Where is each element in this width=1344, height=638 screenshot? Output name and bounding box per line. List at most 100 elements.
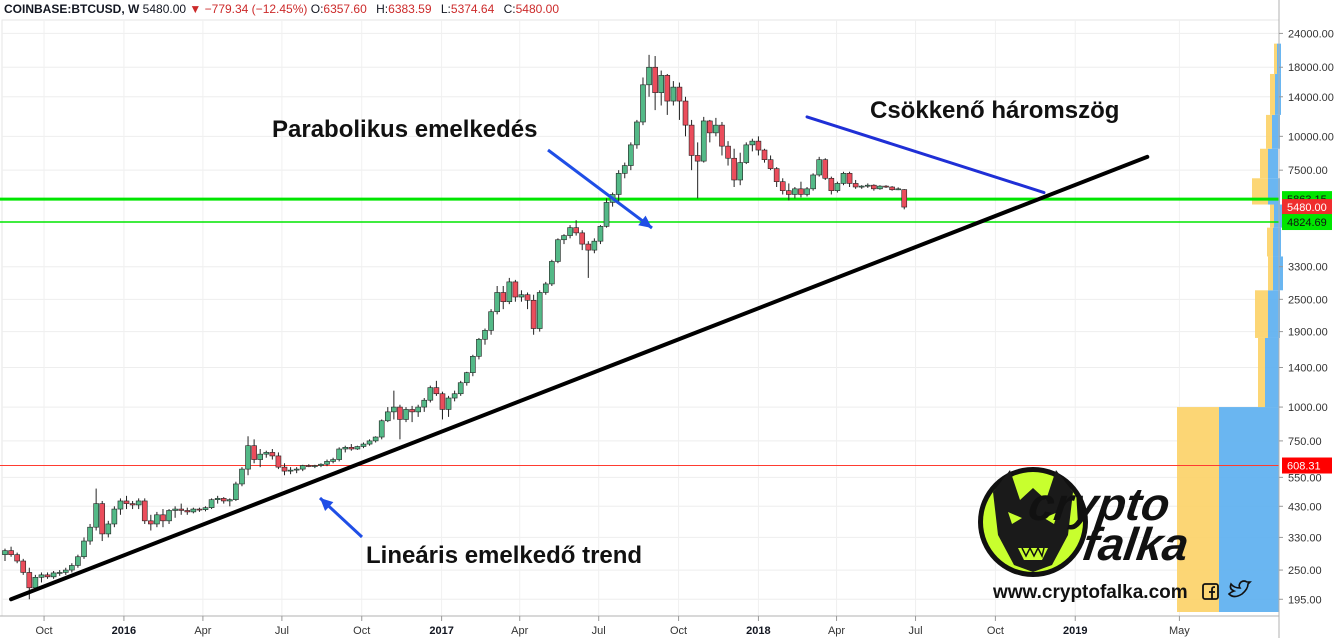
- candle-body: [305, 465, 312, 467]
- candle: [877, 185, 883, 190]
- logo-word-crypto: crypto: [1026, 478, 1174, 530]
- volume-profile-bar-down: [1273, 256, 1283, 291]
- volume-profile-bar-down: [1219, 407, 1279, 612]
- candle-body: [318, 463, 324, 466]
- time-axis[interactable]: Oct 2016 Apr Jul Oct 2017 Apr Jul Oct 2018 Apr Jul O…: [0, 615, 1279, 637]
- candle: [69, 563, 75, 573]
- annotation-triangle: Csökkenő háromszög: [870, 97, 1119, 124]
- price-tag: 5480.00: [1282, 199, 1332, 216]
- candle-body: [154, 514, 160, 525]
- candle-body: [117, 500, 124, 510]
- candle-body: [184, 510, 191, 513]
- candle: [828, 176, 835, 195]
- candle: [579, 230, 586, 251]
- candle-body: [561, 235, 567, 241]
- candle: [767, 155, 774, 171]
- price-axis[interactable]: 24000.00 18000.00 14000.00 10000.00 7500.00 3…: [1278, 0, 1334, 638]
- y-tick-label: 1000.00: [1288, 402, 1328, 414]
- candle-body: [196, 508, 203, 511]
- candle-body: [615, 173, 622, 195]
- low-value: 5374.64: [450, 2, 495, 16]
- candle: [324, 459, 330, 467]
- low-label: L:: [440, 2, 451, 16]
- candle: [44, 572, 51, 579]
- candle: [470, 354, 476, 377]
- candle: [20, 558, 27, 575]
- grid-lines: [1, 19, 1280, 617]
- candle: [810, 173, 816, 191]
- candle-body: [257, 453, 263, 460]
- candle: [391, 390, 397, 420]
- twitter-icon[interactable]: [1227, 580, 1252, 598]
- candle-body: [299, 465, 306, 470]
- candle-body: [348, 447, 355, 450]
- candle: [451, 390, 458, 402]
- candle-body: [524, 294, 531, 301]
- candle: [482, 328, 488, 345]
- candle: [530, 294, 537, 335]
- candle: [737, 152, 743, 186]
- candle: [184, 507, 191, 515]
- candle: [305, 464, 312, 468]
- volume-profile-bar-up: [1268, 256, 1273, 291]
- candle-body: [141, 500, 148, 522]
- y-tick-label: 10000.00: [1288, 131, 1334, 143]
- candle-body: [409, 409, 415, 413]
- candle: [318, 463, 324, 468]
- candle-body: [330, 459, 336, 462]
- candle-body: [178, 508, 185, 511]
- candle: [852, 179, 859, 189]
- annotation-parabolic: Parabolikus emelkedés: [272, 116, 537, 143]
- candle-body: [640, 84, 646, 123]
- x-tick-label: Oct: [35, 625, 52, 637]
- candle-body: [324, 461, 330, 465]
- candle-body: [269, 452, 276, 457]
- candle-body: [214, 498, 221, 500]
- candle-body: [816, 159, 822, 176]
- high-label: H:: [376, 2, 389, 16]
- y-tick-label: 430.00: [1288, 501, 1322, 513]
- candle: [372, 436, 379, 443]
- candle: [50, 571, 57, 579]
- candle: [603, 198, 610, 228]
- candle: [287, 467, 294, 475]
- open-label: O:: [310, 2, 324, 16]
- candle-body: [603, 202, 610, 227]
- candle: [567, 225, 573, 239]
- candle: [883, 185, 889, 188]
- candle: [275, 452, 282, 470]
- candle-body: [737, 162, 743, 181]
- candle: [445, 395, 452, 417]
- candle-body: [871, 184, 877, 190]
- candle-body: [476, 338, 482, 357]
- candle-body: [834, 183, 841, 191]
- candle-body: [864, 184, 871, 187]
- candle: [123, 495, 130, 510]
- candle-body: [427, 387, 434, 401]
- candle: [597, 225, 604, 245]
- candle: [488, 309, 494, 335]
- candle: [269, 449, 276, 460]
- candle: [141, 498, 148, 524]
- candle: [555, 238, 561, 264]
- facebook-icon[interactable]: [1202, 583, 1219, 600]
- price-tag: 4824.69: [1282, 214, 1332, 231]
- candle-body: [20, 560, 27, 573]
- trend-line-linear[interactable]: [9, 154, 1150, 602]
- candle-body: [451, 393, 458, 399]
- y-tick-label: 1400.00: [1288, 363, 1328, 375]
- candle: [652, 56, 658, 111]
- candle: [792, 186, 798, 199]
- candle: [56, 570, 63, 576]
- x-tick-label: Oct: [670, 625, 687, 637]
- candle-body: [129, 503, 136, 506]
- branding: crypto falka www.cryptofalka.com: [978, 467, 1252, 603]
- candle: [257, 449, 263, 468]
- candle-body: [287, 469, 294, 472]
- candle-body: [50, 572, 57, 578]
- candle: [293, 467, 300, 474]
- trend-line-triangle[interactable]: [805, 115, 1046, 195]
- candle: [360, 442, 367, 449]
